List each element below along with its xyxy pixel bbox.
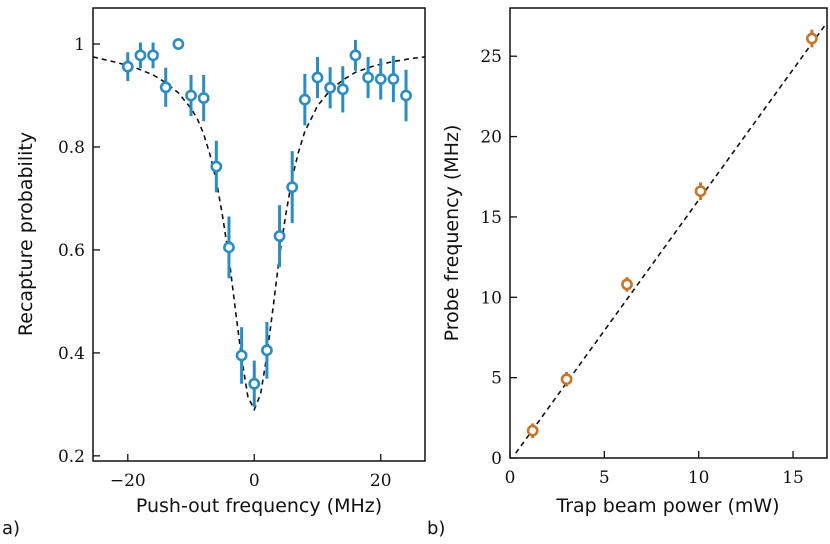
panel-a-data-point <box>147 49 159 62</box>
panel-b-points <box>526 29 818 438</box>
panel-b-data-point <box>694 185 707 198</box>
panel-b-y-tick-label: 25 <box>480 47 502 67</box>
panel-a-y-tick-label: 0.6 <box>58 241 85 261</box>
panel-a-fit-curve-group <box>92 56 426 412</box>
panel-a-data-point <box>121 60 134 73</box>
panel-b-y-tick-label: 0 <box>491 449 502 469</box>
panel-b-probe-frequency-chart: 0 5 10 15 0 5 10 15 20 25 Trap beam power (mW) Pr… <box>427 7 828 539</box>
panel-b-y-tick-label: 20 <box>480 128 502 148</box>
panel-b-data-point <box>806 32 818 45</box>
panel-b-plot-frame <box>509 7 828 459</box>
panel-b-ticks: 0 5 10 15 0 5 10 15 20 25 <box>480 47 803 488</box>
panel-b-y-tick-label: 15 <box>480 208 502 228</box>
panel-a-y-tick-label: 0.8 <box>58 138 85 158</box>
panel-a-x-tick-label: 0 <box>249 471 260 491</box>
panel-a-data-point <box>349 49 362 62</box>
panel-a-y-axis-label: Recapture probability <box>15 132 37 336</box>
panel-b-label: b) <box>427 518 445 539</box>
panel-b-x-tick-label: 10 <box>688 468 710 488</box>
panel-a-data-point <box>197 92 210 104</box>
panel-a-x-tick-label: −20 <box>110 471 146 491</box>
panel-b-data-point <box>526 424 539 437</box>
panel-b-x-axis-label: Trap beam power (mW) <box>555 495 779 517</box>
panel-a-data-point <box>210 160 223 173</box>
panel-a-data-point <box>387 73 400 85</box>
panel-a-data-point <box>248 377 261 390</box>
panel-b-x-tick-label: 5 <box>599 468 610 488</box>
panel-a-data-point <box>223 241 235 254</box>
panel-a-x-axis-label: Push-out frequency (MHz) <box>136 495 382 517</box>
panel-b-data-point <box>621 278 633 291</box>
panel-b-y-tick-label: 10 <box>480 288 502 308</box>
panel-a-data-point <box>298 93 311 106</box>
panel-b-fit-line-group <box>515 22 828 454</box>
panel-a-recapture-chart: −20 0 20 0.2 0.4 0.6 0.8 1 Push-out frequency (… <box>2 7 426 539</box>
panel-a-data-point <box>324 81 337 94</box>
panel-a-data-point <box>362 71 374 84</box>
panel-a-x-tick-label: 20 <box>370 471 392 491</box>
panel-a-y-tick-label: 0.4 <box>58 344 85 364</box>
panel-a-data-point <box>172 38 185 50</box>
panel-a-y-tick-label: 0.2 <box>58 447 85 467</box>
panel-a-data-point <box>261 344 273 357</box>
panel-a-ticks: −20 0 20 0.2 0.4 0.6 0.8 1 <box>58 35 392 491</box>
panel-a-fit-line <box>92 56 426 412</box>
panel-b-y-axis-label: Probe frequency (MHz) <box>441 125 463 342</box>
panel-a-data-point <box>273 230 286 242</box>
panel-b-x-tick-label: 0 <box>505 468 516 488</box>
panel-a-data-point <box>235 349 248 362</box>
panel-a-data-point <box>159 81 172 94</box>
panel-a-data-point <box>400 89 412 102</box>
panel-a-data-point <box>185 89 197 102</box>
panel-b-y-tick-label: 5 <box>491 369 502 389</box>
panel-a-data-point <box>286 181 299 194</box>
panel-b-fit-line <box>515 22 828 454</box>
panel-a-data-point <box>374 73 387 85</box>
panel-a-points <box>121 38 412 407</box>
panel-a-plot-frame <box>92 7 426 462</box>
panel-a-data-point <box>311 71 324 84</box>
panel-a-data-point <box>134 49 147 62</box>
panel-a-label: a) <box>2 518 20 539</box>
panel-b-data-point <box>560 373 573 386</box>
panel-a-y-tick-label: 1 <box>74 35 85 55</box>
panel-b-x-tick-label: 15 <box>782 468 804 488</box>
panel-a-data-point <box>336 83 349 96</box>
